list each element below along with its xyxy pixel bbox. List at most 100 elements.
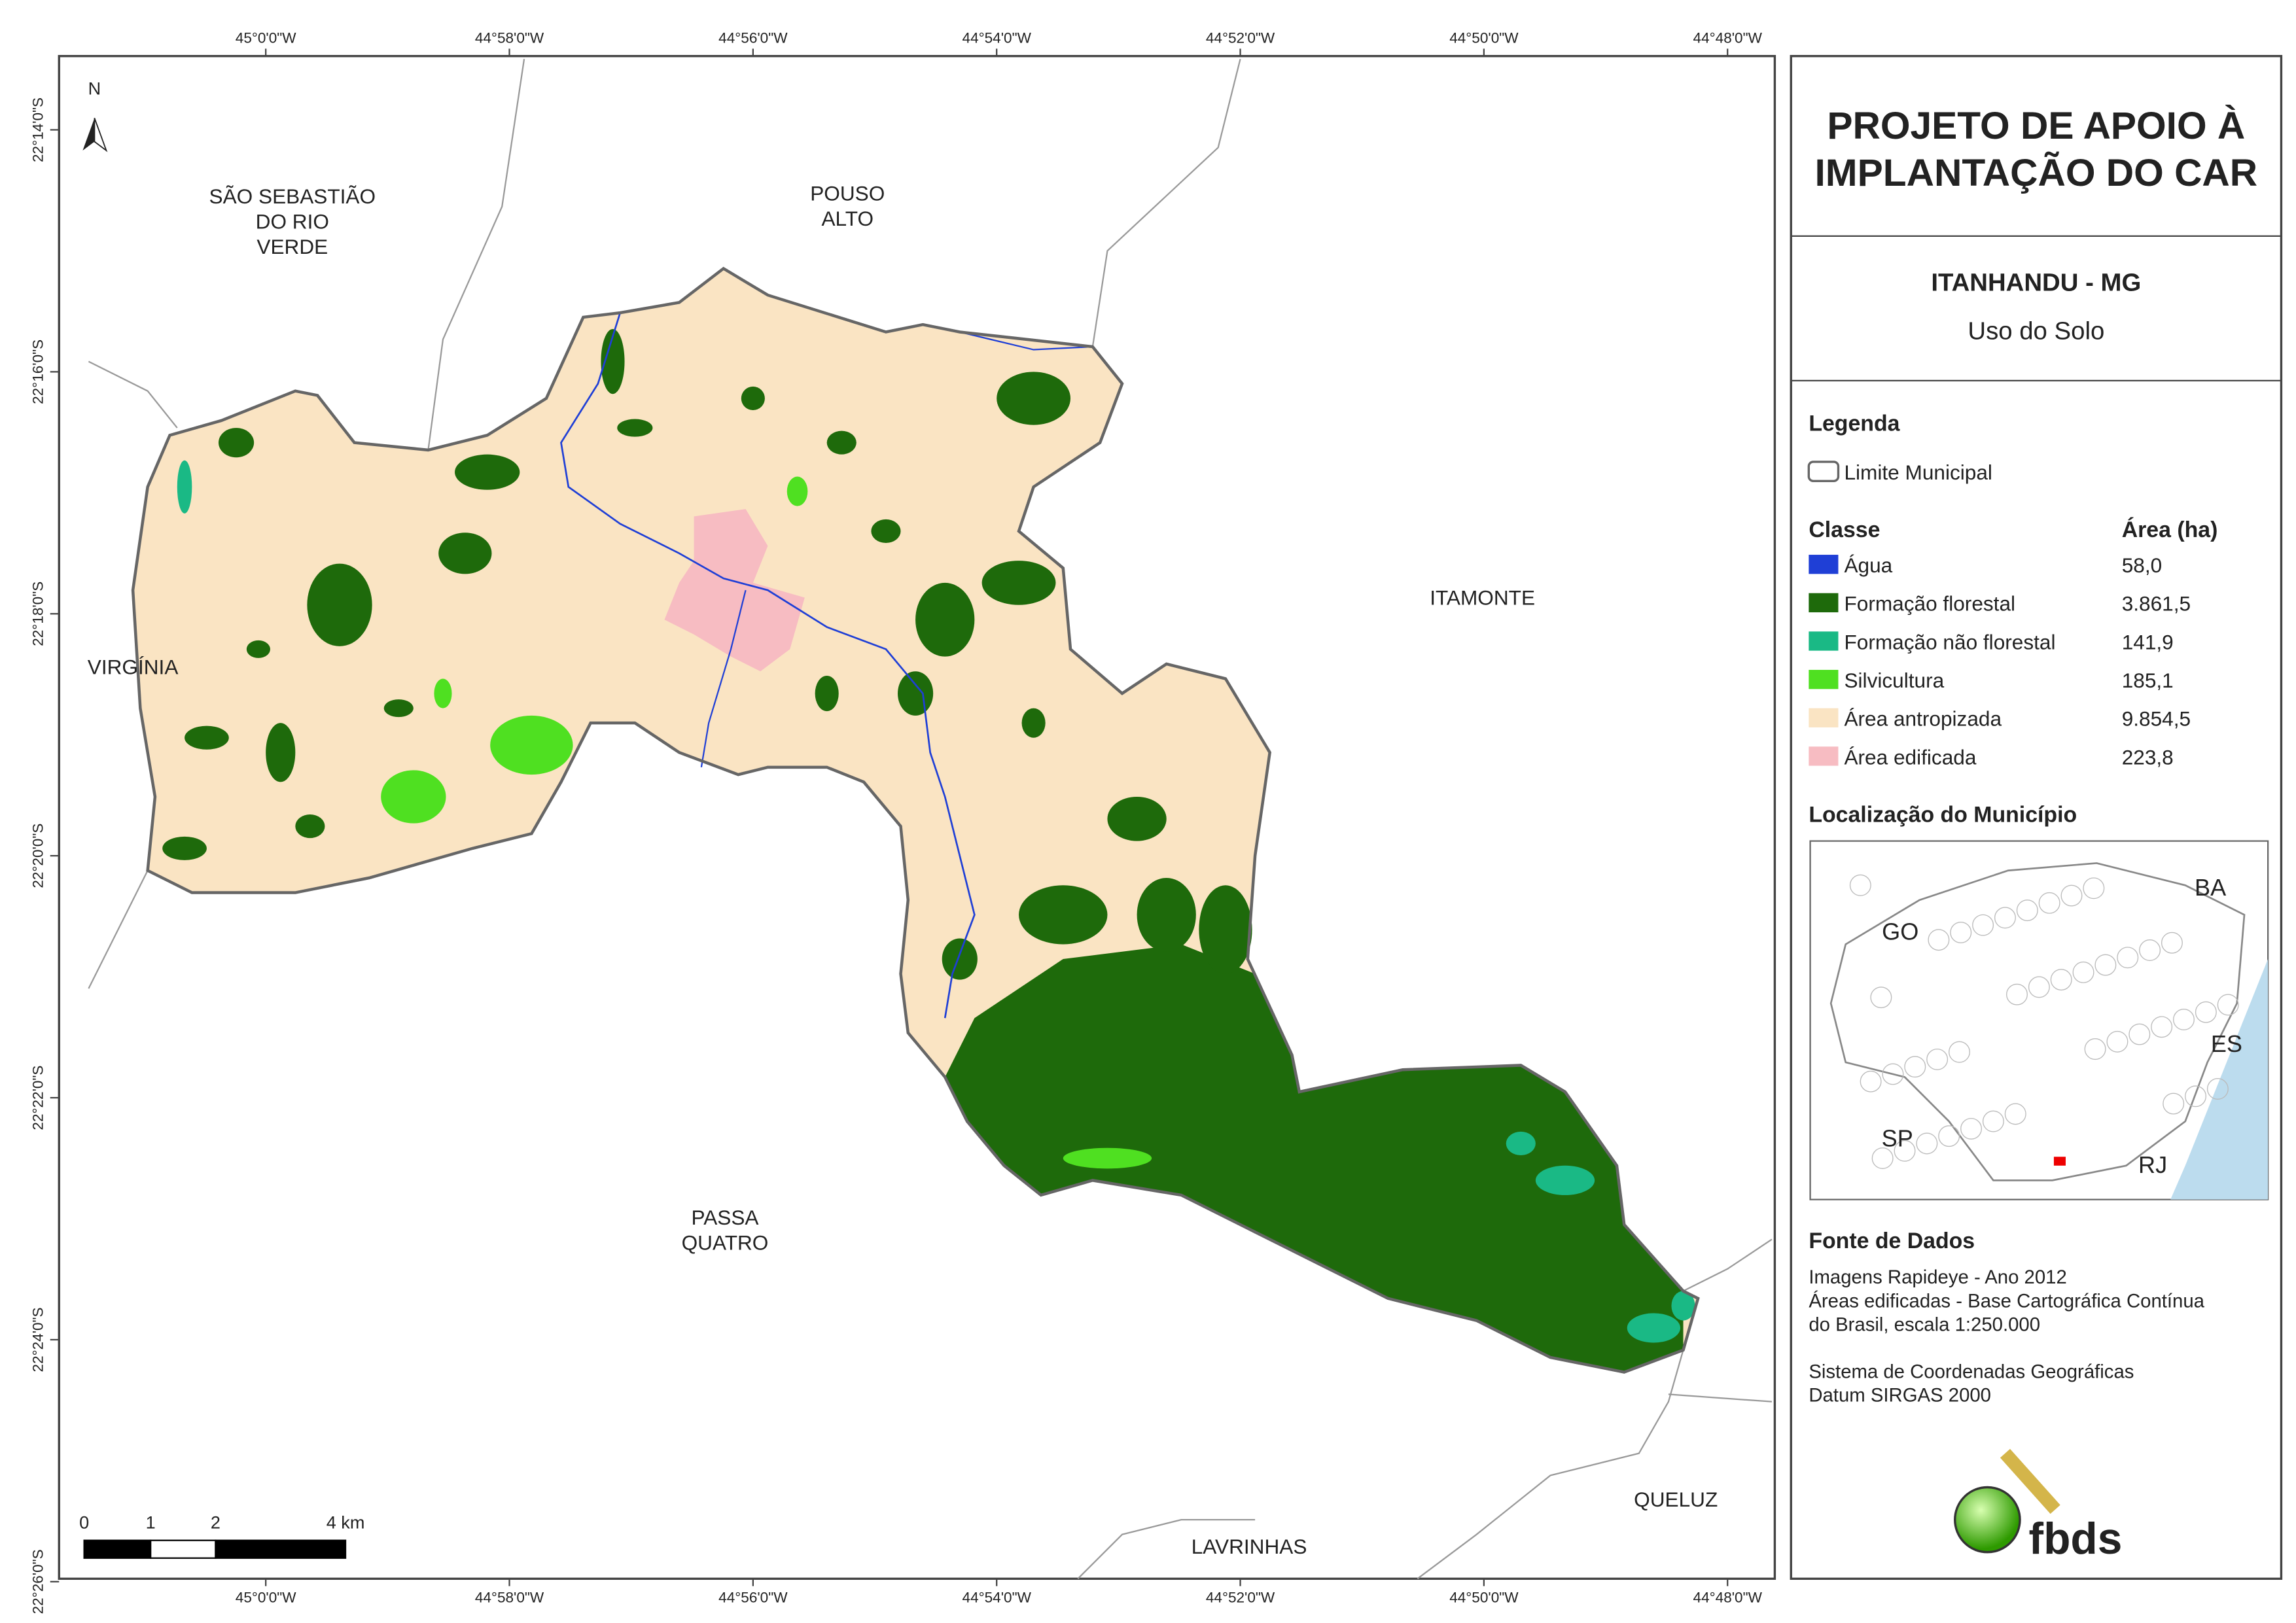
- boundary-line: [88, 360, 178, 428]
- class-name: Formação florestal: [1844, 592, 2015, 616]
- scale-label: 4 km: [327, 1512, 365, 1533]
- forest-patch: [438, 532, 492, 574]
- silviculture-patch: [1063, 1147, 1152, 1169]
- state-label: ES: [2211, 1030, 2242, 1057]
- silviculture-patch: [434, 678, 452, 708]
- boundary-line: [1091, 58, 1241, 347]
- scale-label: 0: [79, 1512, 89, 1533]
- scale-label: 2: [211, 1512, 221, 1533]
- source-line: do Brasil, escala 1:250.000: [1809, 1314, 2040, 1335]
- municipality-cell: [2050, 969, 2072, 991]
- municipality-cell: [1982, 1110, 2004, 1132]
- forest-patch: [295, 814, 325, 839]
- municipality-cell: [2139, 939, 2161, 961]
- lon-label: 44°56'0"W: [718, 29, 788, 46]
- forest-patch: [383, 699, 414, 718]
- municipality-cell: [1916, 1132, 1938, 1155]
- scale-segment: [150, 1539, 217, 1559]
- municipality-cell: [1871, 1147, 1894, 1169]
- municipality-cell: [1972, 914, 1994, 936]
- lat-label: 22°26'0"S: [29, 1549, 46, 1614]
- municipality-cell: [2094, 954, 2117, 976]
- municipality-cell: [1949, 1041, 1970, 1063]
- legend-swatch: [1809, 708, 1839, 727]
- lon-label: 44°52'0"W: [1206, 1589, 1275, 1605]
- municipality-cell: [2072, 961, 2094, 983]
- forest-patch: [307, 563, 372, 646]
- area-header: Área (ha): [2122, 517, 2218, 542]
- lon-label: 44°58'0"W: [475, 29, 544, 46]
- forest-patch: [1107, 796, 1167, 841]
- place-label: LAVRINHAS: [1192, 1535, 1307, 1558]
- place-label: QUATRO: [682, 1230, 769, 1254]
- non-forest-patch: [1535, 1165, 1595, 1195]
- forest-patch: [455, 454, 520, 490]
- place-label: SÃO SEBASTIÃO: [209, 184, 376, 208]
- place-label: ALTO: [821, 207, 874, 230]
- municipality-cell: [2206, 1078, 2229, 1100]
- place-label: DO RIO: [256, 210, 329, 234]
- panel-title: IMPLANTAÇÃO DO CAR: [1815, 151, 2258, 194]
- place-label: ITAMONTE: [1430, 586, 1535, 610]
- boundary-line: [1683, 1238, 1773, 1292]
- lon-label: 44°48'0"W: [1693, 1589, 1763, 1605]
- lon-label: 44°48'0"W: [1693, 29, 1763, 46]
- municipality-cell: [1960, 1117, 1983, 1140]
- place-label: VIRGÍNIA: [88, 655, 179, 679]
- class-name: Água: [1844, 553, 1892, 577]
- river: [700, 589, 747, 768]
- forest-patch: [266, 723, 296, 782]
- municipality: [131, 266, 1700, 1374]
- state-label: SP: [1882, 1125, 1913, 1151]
- municipal-boundary: [131, 266, 1700, 1374]
- lon-label: 44°50'0"W: [1449, 1589, 1519, 1605]
- place-label: PASSA: [691, 1206, 758, 1229]
- lon-label: 44°56'0"W: [718, 1589, 788, 1605]
- class-name: Silvicultura: [1844, 669, 1944, 692]
- source-line: Sistema de Coordenadas Geográficas: [1809, 1361, 2134, 1383]
- forest-patch: [815, 675, 839, 712]
- place-label: QUELUZ: [1634, 1488, 1718, 1511]
- forest-patch: [915, 582, 975, 657]
- class-name: Formação não florestal: [1844, 630, 2055, 654]
- class-area: 58,0: [2122, 553, 2162, 577]
- lat-label: 22°16'0"S: [29, 340, 46, 404]
- forest-patch: [1199, 885, 1252, 974]
- source-line: Áreas edificadas - Base Cartográfica Con…: [1809, 1290, 2204, 1312]
- mg-state: [1829, 862, 2246, 1181]
- place-label: VERDE: [256, 235, 328, 258]
- silviculture-patch: [381, 770, 446, 824]
- municipality-cell: [1926, 1048, 1949, 1070]
- forest-patch: [1019, 885, 1108, 945]
- class-name: Área edificada: [1844, 745, 1976, 769]
- non-forest-patch: [1506, 1131, 1536, 1156]
- municipality-cell: [2128, 1023, 2151, 1045]
- sea: [2170, 959, 2269, 1200]
- class-area: 141,9: [2122, 630, 2174, 654]
- source-line: Datum SIRGAS 2000: [1809, 1385, 1991, 1406]
- state-label: GO: [1882, 918, 1918, 945]
- forest-patch: [826, 430, 857, 455]
- forest-patch: [1021, 708, 1046, 738]
- non-forest-patch: [1671, 1291, 1695, 1321]
- neighbor-boundaries: [88, 58, 1773, 1580]
- lat-label: 22°14'0"S: [29, 97, 46, 162]
- municipality-cell: [1994, 907, 2016, 929]
- municipality-cell: [2106, 1030, 2128, 1053]
- lat-label: 22°22'0"S: [29, 1066, 46, 1130]
- boundary-label: Limite Municipal: [1844, 461, 1992, 484]
- municipality-cell: [1849, 874, 1871, 896]
- lon-label: 45°0'0"W: [236, 29, 297, 46]
- boundary-line: [88, 870, 149, 989]
- arrow-half: [94, 118, 108, 152]
- class-area: 3.861,5: [2122, 592, 2191, 616]
- boundary-swatch: [1807, 461, 1840, 482]
- forest-patch: [741, 386, 765, 411]
- legend-title: Legenda: [1809, 411, 1900, 436]
- forest-patch: [871, 519, 901, 544]
- municipality-cell: [2163, 1092, 2185, 1115]
- lon-label: 44°52'0"W: [1206, 29, 1275, 46]
- municipality-cell: [2195, 1001, 2217, 1023]
- river: [560, 312, 976, 1019]
